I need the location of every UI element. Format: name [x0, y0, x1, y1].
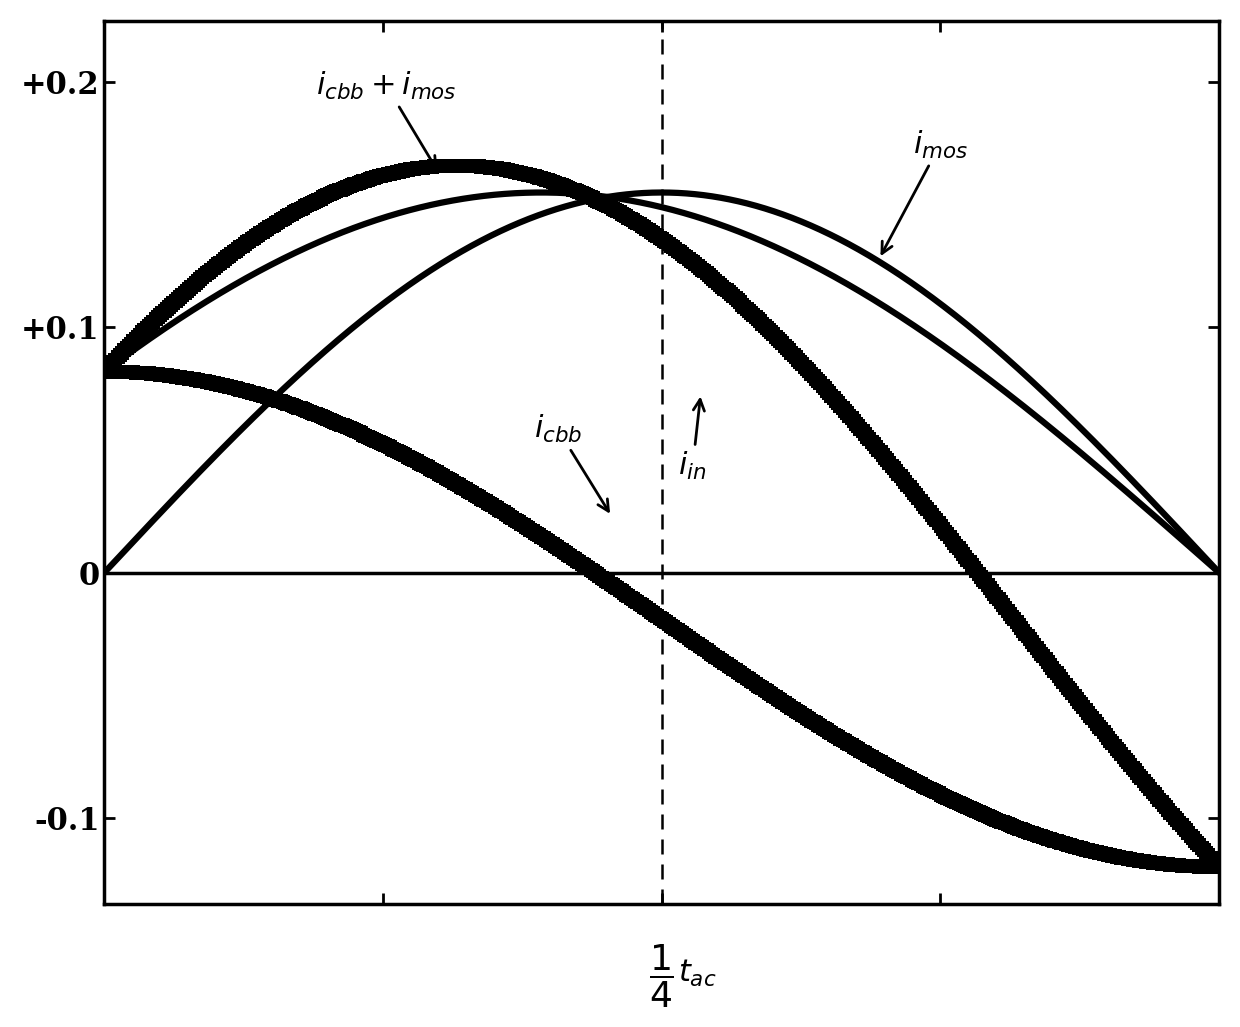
Text: $t_{ac}$: $t_{ac}$ — [678, 958, 717, 989]
Text: $\dfrac{1}{4}$: $\dfrac{1}{4}$ — [650, 943, 675, 1011]
Text: $i_{cbb}+i_{mos}$: $i_{cbb}+i_{mos}$ — [316, 70, 456, 167]
Text: $i_{mos}$: $i_{mos}$ — [882, 128, 967, 254]
Text: $i_{cbb}$: $i_{cbb}$ — [533, 413, 609, 511]
Text: $i_{in}$: $i_{in}$ — [678, 400, 707, 482]
